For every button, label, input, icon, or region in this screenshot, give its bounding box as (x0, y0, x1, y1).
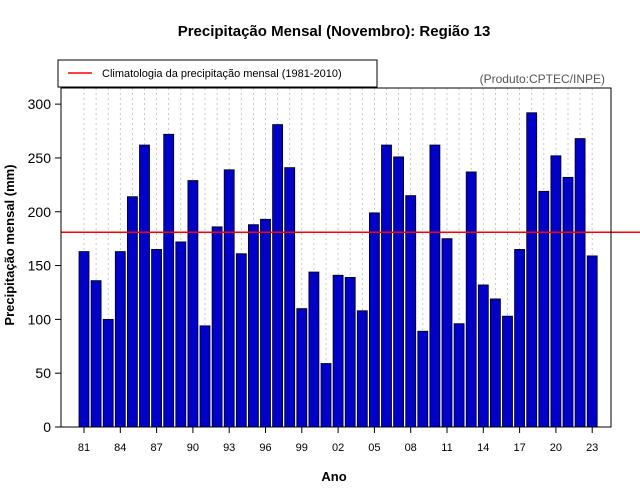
bar-1984 (114, 251, 126, 428)
y-tick-label: 50 (35, 365, 51, 381)
x-tick-label: 08 (405, 442, 417, 454)
legend: Climatologia da precipitação mensal (198… (57, 59, 378, 88)
x-tick-label: 90 (187, 442, 199, 454)
bar-1982 (90, 280, 102, 428)
x-tick-label: 84 (114, 442, 126, 454)
legend-box (57, 59, 378, 88)
bar-1996 (260, 218, 271, 428)
bar-1992 (211, 226, 223, 428)
x-tick-label: 14 (477, 442, 489, 454)
x-tick-label: 23 (586, 442, 598, 454)
bar-2009 (417, 330, 429, 428)
bar-1990 (187, 180, 199, 428)
x-tick-label: 96 (259, 442, 271, 454)
bar-2013 (465, 171, 477, 428)
bar-1987 (151, 249, 163, 428)
bar-1981 (78, 251, 90, 428)
bar-1989 (175, 241, 187, 428)
x-tick-label: 17 (513, 442, 525, 454)
bar-2011 (441, 238, 453, 428)
x-tick-label: 87 (150, 442, 162, 454)
bar-2005 (368, 212, 380, 428)
bar-2004 (356, 310, 368, 428)
bar-2014 (477, 284, 489, 428)
chart-title: Precipitação Mensal (Novembro): Região 1… (178, 23, 491, 40)
bar-2021 (562, 176, 574, 428)
y-tick-label: 250 (28, 150, 52, 166)
bar-2003 (344, 277, 356, 428)
bar-2015 (489, 298, 501, 428)
bar-2001 (320, 363, 332, 428)
bar-1998 (284, 167, 296, 428)
bar-1988 (163, 133, 175, 428)
bar-2020 (550, 155, 562, 428)
bar-2023 (586, 255, 598, 428)
bar-2022 (574, 138, 586, 428)
bar-2018 (526, 112, 538, 428)
bar-2002 (332, 274, 344, 428)
bar-1993 (223, 169, 235, 428)
bar-1994 (235, 253, 247, 428)
y-tick-label: 150 (28, 258, 52, 274)
y-tick-label: 300 (28, 96, 52, 112)
y-tick-label: 200 (28, 204, 52, 220)
x-tick-label: 81 (78, 442, 90, 454)
plot-frame (60, 87, 612, 428)
x-tick-label: 93 (223, 442, 235, 454)
product-credit: (Produto:CPTEC/INPE) (480, 72, 605, 86)
bar-2016 (502, 315, 513, 428)
bar-1985 (127, 196, 138, 428)
bar-2006 (381, 144, 392, 428)
y-axis: 0 50 100 150 200 250 300 (28, 96, 61, 435)
bar-2017 (514, 249, 525, 428)
legend-label: Climatologia da precipitação mensal (198… (102, 68, 342, 80)
x-tick-label: 99 (296, 442, 308, 454)
x-tick-label: 02 (332, 442, 344, 454)
bar-1997 (272, 124, 284, 428)
bar-2012 (453, 323, 465, 428)
x-axis: 81 84 87 90 93 96 99 02 05 08 11 14 17 20 23 (78, 427, 598, 454)
bar-1986 (139, 144, 150, 428)
bar-1991 (199, 325, 211, 428)
bar-2010 (429, 144, 441, 428)
bar-2000 (308, 271, 320, 428)
y-tick-label: 0 (43, 419, 51, 435)
x-tick-label: 11 (441, 442, 452, 454)
bar-1999 (296, 308, 308, 428)
bar-2007 (393, 156, 405, 428)
x-axis-title: Ano (321, 469, 346, 484)
bar-1983 (102, 318, 114, 428)
x-tick-label: 20 (550, 442, 562, 454)
x-tick-label: 05 (368, 442, 380, 454)
bar-1995 (247, 224, 259, 428)
bar-2019 (538, 190, 550, 428)
y-axis-title: Precipitação mensal (mm) (2, 164, 17, 325)
y-tick-label: 100 (28, 311, 52, 327)
bar-2008 (405, 195, 417, 428)
bars (78, 112, 598, 428)
